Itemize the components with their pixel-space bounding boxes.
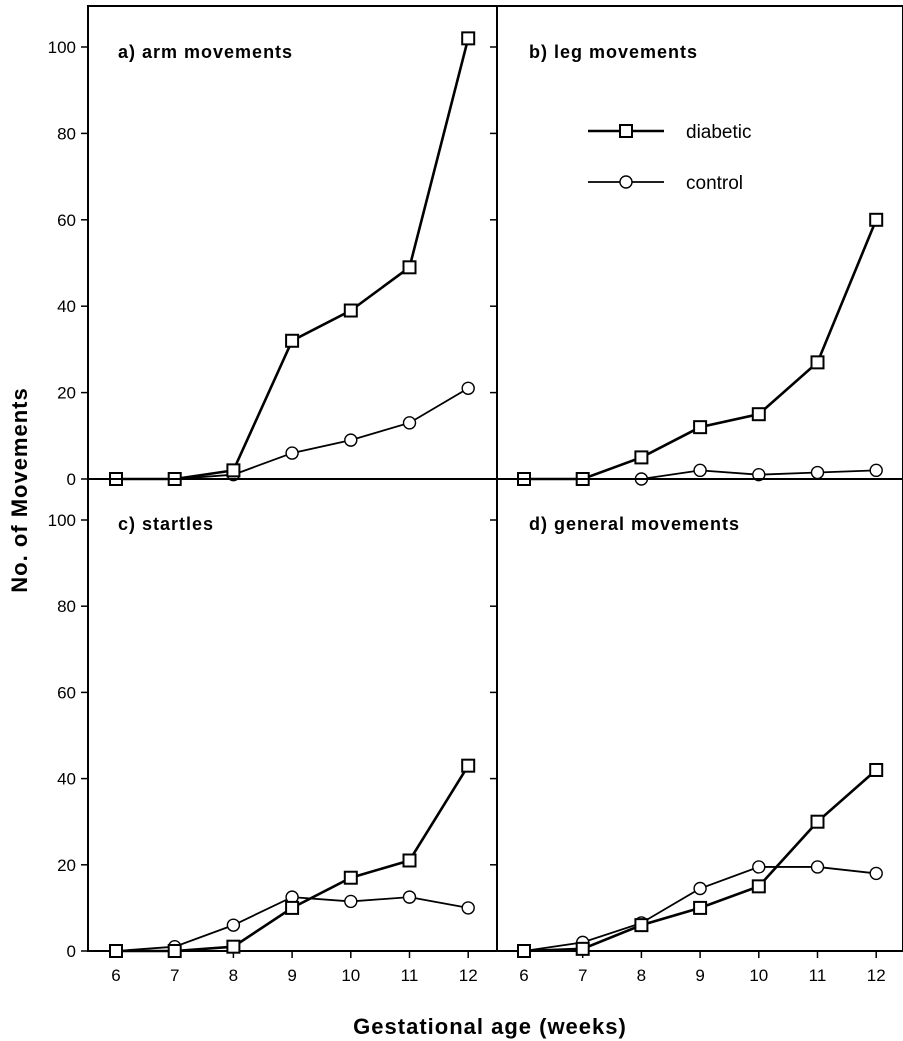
x-tick-label: 10 [749, 966, 768, 985]
x-tick-label: 8 [229, 966, 238, 985]
point-diabetic [575, 941, 590, 956]
point-diabetic [810, 355, 825, 370]
point-control [402, 416, 417, 430]
legend-label-control: control [686, 173, 743, 194]
panel-b: b) leg movements [490, 5, 903, 486]
x-tick-label: 12 [867, 966, 886, 985]
point-diabetic [693, 900, 708, 915]
panel-title: a) arm movements [118, 42, 293, 62]
point-control [402, 890, 417, 904]
point-control [344, 894, 358, 909]
point-control [869, 866, 883, 881]
y-axis-label: No. of Movements [7, 387, 32, 592]
point-control [752, 860, 766, 874]
point-control [752, 467, 766, 482]
x-axis-label: Gestational age (weeks) [353, 1014, 627, 1039]
point-control [226, 918, 241, 932]
point-diabetic [751, 407, 766, 422]
point-diabetic [634, 918, 649, 933]
point-diabetic [461, 31, 476, 46]
y-tick-label: 100 [48, 38, 76, 57]
legend: diabetic control [588, 122, 752, 194]
point-diabetic [634, 450, 649, 465]
panel-title: b) leg movements [529, 42, 698, 62]
x-tick-label: 11 [809, 966, 827, 985]
x-tick-label: 11 [401, 966, 419, 985]
x-tick-label: 7 [578, 966, 587, 985]
series-line-control [116, 387, 469, 480]
y-tick-label: 60 [57, 683, 76, 702]
x-tick-label: 8 [637, 966, 646, 985]
x-tick-label: 6 [111, 966, 120, 985]
y-tick-label: 100 [48, 511, 76, 530]
panel-title: d) general movements [529, 514, 740, 534]
x-tick-label: 9 [287, 966, 296, 985]
point-diabetic [402, 853, 417, 868]
point-diabetic [226, 463, 241, 478]
point-diabetic [226, 939, 241, 954]
point-control [344, 433, 358, 447]
point-diabetic [461, 758, 476, 773]
legend-item-diabetic: diabetic [588, 122, 752, 143]
point-diabetic [810, 814, 825, 829]
legend-marker-control [619, 175, 633, 189]
y-tick-label: 20 [57, 384, 76, 403]
panel-frame [496, 5, 903, 480]
point-diabetic [167, 944, 182, 958]
panel-frame [87, 478, 498, 952]
point-diabetic [109, 944, 123, 958]
x-tick-label: 10 [341, 966, 360, 985]
legend-item-control: control [588, 173, 743, 194]
panel-d: 6 7 8 9 10 11 12 d) general movements [490, 478, 903, 985]
x-tick-label: 12 [459, 966, 478, 985]
series-line-diabetic [523, 769, 878, 953]
panel-frame [496, 478, 903, 952]
panel-a: 0 20 40 60 80 100 a) arm movements [48, 5, 498, 489]
point-control [869, 463, 883, 478]
point-control [810, 860, 825, 874]
point-diabetic [285, 333, 300, 348]
y-tick-label: 80 [57, 597, 76, 616]
point-diabetic [869, 212, 884, 227]
y-tick-label: 20 [57, 856, 76, 875]
point-control [285, 446, 299, 460]
point-control [693, 881, 707, 896]
x-tick-label: 9 [695, 966, 704, 985]
point-control [810, 465, 825, 480]
point-diabetic [751, 879, 766, 894]
point-diabetic [693, 420, 708, 435]
point-diabetic [517, 944, 531, 958]
point-diabetic [343, 303, 358, 318]
y-tick-label: 0 [67, 942, 76, 961]
y-tick-label: 80 [57, 124, 76, 143]
x-tick-label: 7 [170, 966, 179, 985]
point-diabetic [285, 900, 300, 915]
point-diabetic [343, 870, 358, 885]
panel-c: 0 20 40 60 80 100 6 7 8 9 10 11 12 c) startles [48, 478, 498, 985]
legend-label-diabetic: diabetic [686, 122, 752, 143]
point-control [461, 381, 475, 395]
y-tick-label: 40 [57, 297, 76, 316]
series-line-diabetic [524, 219, 878, 481]
y-tick-label: 40 [57, 770, 76, 789]
y-tick-label: 0 [67, 470, 76, 489]
legend-marker-diabetic [619, 124, 633, 138]
y-tick-label: 60 [57, 211, 76, 230]
point-control [693, 463, 707, 478]
point-diabetic [869, 762, 884, 777]
point-diabetic [402, 260, 417, 275]
panel-title: c) startles [118, 514, 214, 534]
point-control [461, 901, 475, 915]
x-tick-label: 6 [519, 966, 528, 985]
series-line-diabetic [116, 38, 470, 481]
